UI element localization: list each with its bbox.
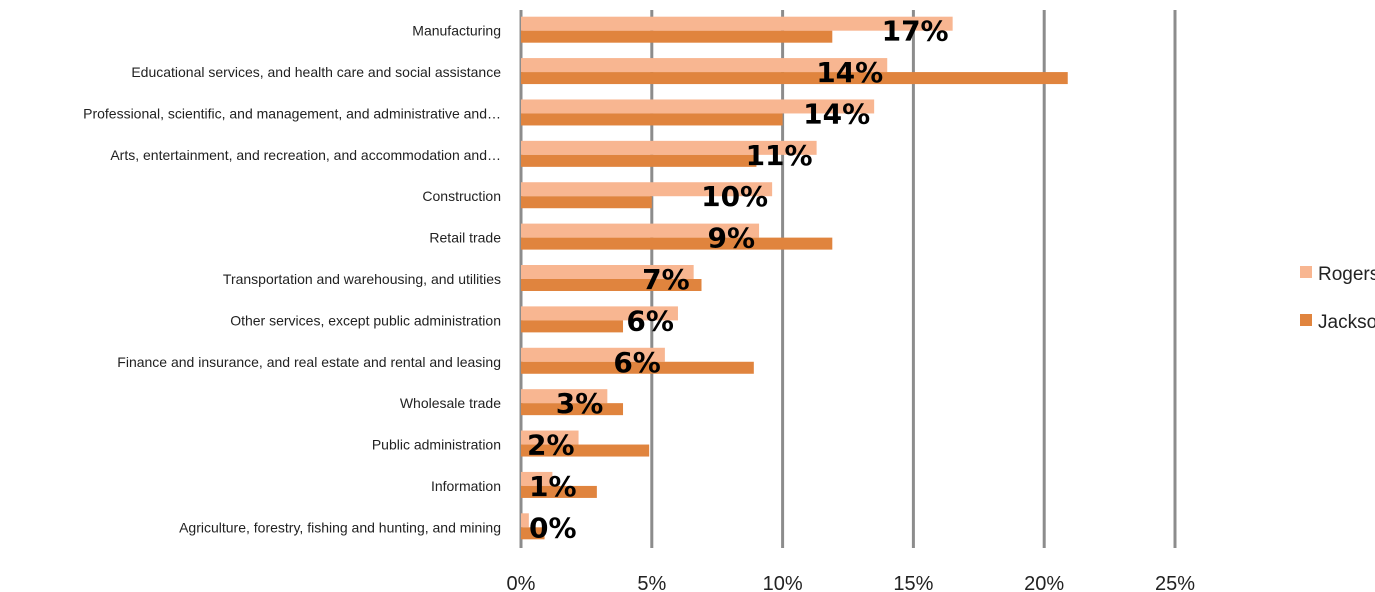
x-tick-label: 10% xyxy=(763,573,803,592)
category-label: Professional, scientific, and management… xyxy=(83,105,501,121)
category-label: Manufacturing xyxy=(412,23,501,39)
bar-rogers xyxy=(521,99,875,114)
bar-rogers xyxy=(521,389,608,404)
legend-label-jackson: Jackson xyxy=(1318,312,1375,333)
bar-rogers xyxy=(521,223,760,238)
data-label-rogers: 2% xyxy=(527,429,575,462)
x-tick-label: 20% xyxy=(1024,573,1064,592)
data-label-rogers: 6% xyxy=(626,304,674,337)
category-labels: Manufacturing Educational services, and h… xyxy=(83,23,501,536)
bar-rogers xyxy=(521,513,529,528)
bar-jackson xyxy=(521,444,650,457)
bar-rogers xyxy=(521,306,678,321)
bar-rogers xyxy=(521,182,773,197)
bar-jackson xyxy=(521,361,754,374)
bar-jackson xyxy=(521,113,783,126)
bar-rogers xyxy=(521,58,888,73)
category-label: Finance and insurance, and real estate a… xyxy=(117,354,501,370)
data-label-rogers: 7% xyxy=(642,263,690,296)
legend-label-rogers: Rogers xyxy=(1318,264,1375,285)
bar-jackson xyxy=(521,403,624,416)
category-label: Transportation and warehousing, and util… xyxy=(223,271,501,287)
bar-rogers xyxy=(521,347,665,362)
data-label-rogers: 3% xyxy=(556,387,604,420)
data-label-rogers: 9% xyxy=(708,222,756,255)
data-label-rogers: 17% xyxy=(882,15,949,48)
bar-rogers xyxy=(521,265,694,279)
x-tick-label: 25% xyxy=(1155,573,1195,592)
bar-rogers xyxy=(521,471,553,486)
bar-jackson xyxy=(521,237,833,250)
bar-jackson xyxy=(521,527,545,540)
bar-jackson xyxy=(521,485,597,498)
bar-rogers xyxy=(521,430,579,445)
x-tick-label: 15% xyxy=(893,573,933,592)
bar-rogers xyxy=(521,16,953,31)
category-label: Public administration xyxy=(372,437,501,453)
category-label: Information xyxy=(431,478,501,494)
bar-jackson xyxy=(521,30,833,43)
data-label-rogers: 1% xyxy=(529,470,577,503)
bar-jackson xyxy=(521,320,624,333)
category-label: Other services, except public administra… xyxy=(230,312,501,328)
bars xyxy=(521,16,1068,540)
legend-swatch-jackson xyxy=(1300,314,1312,326)
legend: Rogers Jackson xyxy=(1300,264,1375,333)
category-label: Arts, entertainment, and recreation, and… xyxy=(110,147,501,163)
legend-swatch-rogers xyxy=(1300,266,1312,278)
data-labels: 17% 14% 14% 11% 10% 9% 7% 6% 6% 3% 2% 1% 0% xyxy=(527,15,949,545)
bar-jackson xyxy=(521,72,1068,85)
data-label-rogers: 14% xyxy=(816,56,883,89)
data-label-rogers: 0% xyxy=(529,511,577,544)
data-label-rogers: 14% xyxy=(803,97,870,130)
data-label-rogers: 11% xyxy=(746,139,813,172)
data-label-rogers: 6% xyxy=(613,346,661,379)
data-label-rogers: 10% xyxy=(701,180,768,213)
x-axis-tick-labels: 0% 5% 10% 15% 20% 25% xyxy=(507,573,1196,592)
category-label: Retail trade xyxy=(429,230,501,246)
bar-jackson xyxy=(521,196,652,209)
category-label: Construction xyxy=(422,188,501,204)
x-tick-label: 0% xyxy=(507,573,536,592)
bar-jackson xyxy=(521,154,757,167)
category-label: Wholesale trade xyxy=(400,395,501,411)
x-tick-label: 5% xyxy=(637,573,666,592)
bar-jackson xyxy=(521,279,702,291)
category-label: Agriculture, forestry, fishing and hunti… xyxy=(179,519,501,535)
category-label: Educational services, and health care an… xyxy=(131,64,501,80)
bar-rogers xyxy=(521,140,817,155)
